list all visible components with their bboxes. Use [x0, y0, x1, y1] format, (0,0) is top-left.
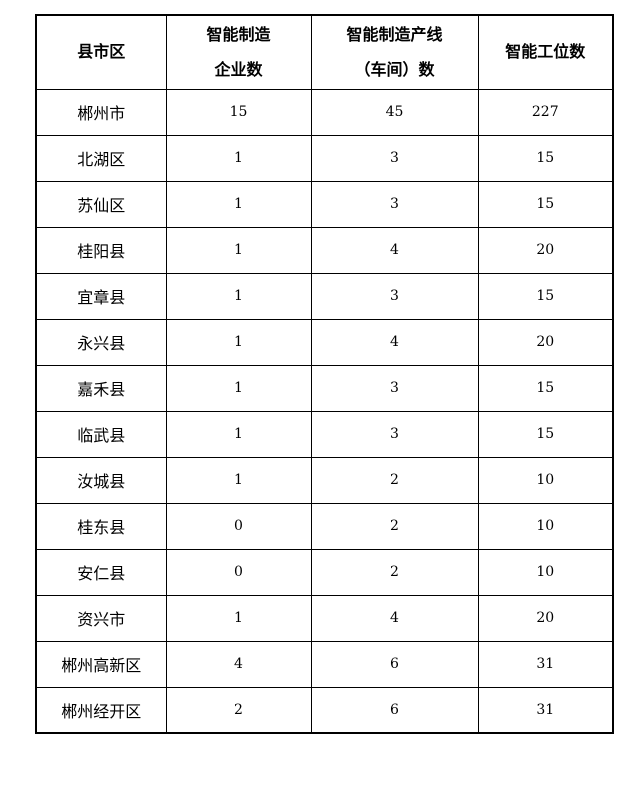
cell-production-lines: 4 — [310, 594, 479, 642]
header-enterprises-line1: 智能制造 — [206, 25, 271, 45]
cell-production-lines: 3 — [310, 134, 479, 182]
cell-enterprises: 1 — [165, 226, 312, 274]
cell-county: 郴州市 — [35, 88, 167, 136]
cell-workstations: 31 — [477, 640, 614, 688]
cell-enterprises: 4 — [165, 640, 312, 688]
cell-workstations: 15 — [477, 134, 614, 182]
cell-workstations: 15 — [477, 272, 614, 320]
cell-enterprises: 2 — [165, 686, 312, 734]
cell-enterprises: 1 — [165, 272, 312, 320]
cell-workstations: 10 — [477, 548, 614, 596]
header-enterprises-line2: 企业数 — [214, 60, 263, 80]
cell-enterprises: 1 — [165, 456, 312, 504]
header-workstations: 智能工位数 — [477, 14, 614, 90]
cell-production-lines: 6 — [310, 686, 479, 734]
header-county: 县市区 — [35, 14, 167, 90]
cell-production-lines: 2 — [310, 502, 479, 550]
cell-enterprises: 0 — [165, 548, 312, 596]
table-row: 宜章县 1 3 15 — [35, 272, 614, 320]
cell-county: 郴州高新区 — [35, 640, 167, 688]
cell-county: 郴州经开区 — [35, 686, 167, 734]
cell-enterprises: 15 — [165, 88, 312, 136]
cell-county: 北湖区 — [35, 134, 167, 182]
cell-production-lines: 4 — [310, 226, 479, 274]
table-row: 北湖区 1 3 15 — [35, 134, 614, 182]
cell-county: 安仁县 — [35, 548, 167, 596]
cell-workstations: 15 — [477, 364, 614, 412]
statistics-table: 县市区 智能制造 企业数 智能制造产线 （车间）数 智能工位数 郴州市 15 4… — [35, 14, 614, 734]
cell-workstations: 227 — [477, 88, 614, 136]
cell-county: 桂东县 — [35, 502, 167, 550]
cell-production-lines: 3 — [310, 180, 479, 228]
cell-county: 桂阳县 — [35, 226, 167, 274]
cell-production-lines: 2 — [310, 548, 479, 596]
cell-county: 嘉禾县 — [35, 364, 167, 412]
header-county-label: 县市区 — [77, 41, 126, 61]
cell-production-lines: 2 — [310, 456, 479, 504]
table-row: 郴州经开区 2 6 31 — [35, 686, 614, 734]
header-workstations-label: 智能工位数 — [505, 41, 586, 61]
table-row: 嘉禾县 1 3 15 — [35, 364, 614, 412]
table-row: 桂东县 0 2 10 — [35, 502, 614, 550]
cell-enterprises: 1 — [165, 364, 312, 412]
table-row: 安仁县 0 2 10 — [35, 548, 614, 596]
cell-enterprises: 1 — [165, 410, 312, 458]
cell-county: 临武县 — [35, 410, 167, 458]
cell-county: 苏仙区 — [35, 180, 167, 228]
cell-workstations: 15 — [477, 410, 614, 458]
cell-enterprises: 1 — [165, 180, 312, 228]
cell-production-lines: 3 — [310, 410, 479, 458]
header-production-lines-line2: （车间）数 — [354, 60, 435, 80]
table-row: 汝城县 1 2 10 — [35, 456, 614, 504]
cell-production-lines: 45 — [310, 88, 479, 136]
cell-workstations: 20 — [477, 226, 614, 274]
cell-enterprises: 0 — [165, 502, 312, 550]
cell-county: 资兴市 — [35, 594, 167, 642]
cell-county: 宜章县 — [35, 272, 167, 320]
table-row: 郴州市 15 45 227 — [35, 88, 614, 136]
cell-production-lines: 6 — [310, 640, 479, 688]
table-row: 苏仙区 1 3 15 — [35, 180, 614, 228]
header-enterprises: 智能制造 企业数 — [165, 14, 312, 90]
cell-workstations: 20 — [477, 594, 614, 642]
cell-production-lines: 4 — [310, 318, 479, 366]
cell-enterprises: 1 — [165, 594, 312, 642]
cell-workstations: 31 — [477, 686, 614, 734]
cell-county: 永兴县 — [35, 318, 167, 366]
cell-workstations: 10 — [477, 502, 614, 550]
cell-production-lines: 3 — [310, 272, 479, 320]
header-production-lines-line1: 智能制造产线 — [346, 25, 443, 45]
cell-workstations: 10 — [477, 456, 614, 504]
table-row: 永兴县 1 4 20 — [35, 318, 614, 366]
cell-workstations: 15 — [477, 180, 614, 228]
cell-county: 汝城县 — [35, 456, 167, 504]
header-production-lines: 智能制造产线 （车间）数 — [310, 14, 479, 90]
table-row: 资兴市 1 4 20 — [35, 594, 614, 642]
cell-enterprises: 1 — [165, 134, 312, 182]
table-row: 临武县 1 3 15 — [35, 410, 614, 458]
table-header-row: 县市区 智能制造 企业数 智能制造产线 （车间）数 智能工位数 — [35, 14, 614, 90]
cell-workstations: 20 — [477, 318, 614, 366]
table-row: 郴州高新区 4 6 31 — [35, 640, 614, 688]
table-row: 桂阳县 1 4 20 — [35, 226, 614, 274]
cell-enterprises: 1 — [165, 318, 312, 366]
cell-production-lines: 3 — [310, 364, 479, 412]
